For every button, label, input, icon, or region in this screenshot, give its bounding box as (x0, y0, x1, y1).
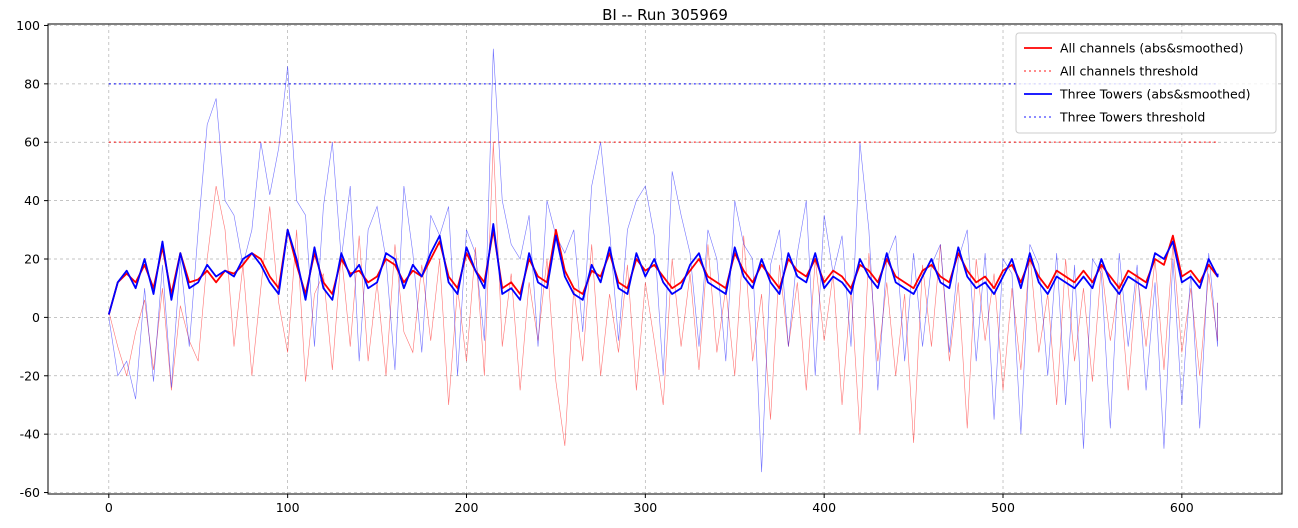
y-tick-label: 60 (24, 135, 40, 150)
x-tick-label: 300 (633, 500, 657, 515)
legend: All channels (abs&smoothed) All channels … (1015, 32, 1277, 134)
legend-label: Three Towers threshold (1059, 110, 1205, 125)
y-tick-label: 80 (24, 76, 40, 91)
y-axis: -60 -40 -20 0 20 40 60 80 100 (16, 18, 48, 500)
legend-label: All channels (abs&smoothed) (1060, 41, 1243, 56)
x-tick-label: 0 (105, 500, 113, 515)
series-all-channels-abs-smoothed (107, 228, 1219, 315)
y-tick-label: 100 (16, 18, 40, 33)
chart-title: BI -- Run 305969 (602, 6, 728, 24)
y-tick-label: 0 (32, 310, 40, 325)
y-tick-label: -20 (20, 368, 40, 383)
raw-signal-red (108, 142, 1218, 446)
y-tick-label: -60 (20, 485, 40, 500)
y-tick-label: -40 (20, 427, 40, 442)
x-tick-label: 600 (1170, 500, 1194, 515)
x-axis: 0 100 200 300 400 500 600 (105, 494, 1194, 515)
legend-label: All channels threshold (1060, 64, 1198, 79)
y-tick-label: 20 (24, 252, 40, 267)
series-three-towers-abs-smoothed (107, 223, 1219, 315)
x-tick-label: 200 (455, 500, 479, 515)
y-tick-label: 40 (24, 193, 40, 208)
x-tick-label: 500 (991, 500, 1015, 515)
legend-label: Three Towers (abs&smoothed) (1059, 87, 1251, 102)
legend-box (1015, 32, 1277, 134)
plot-lines (107, 48, 1219, 473)
x-tick-label: 100 (276, 500, 300, 515)
x-tick-label: 400 (812, 500, 836, 515)
